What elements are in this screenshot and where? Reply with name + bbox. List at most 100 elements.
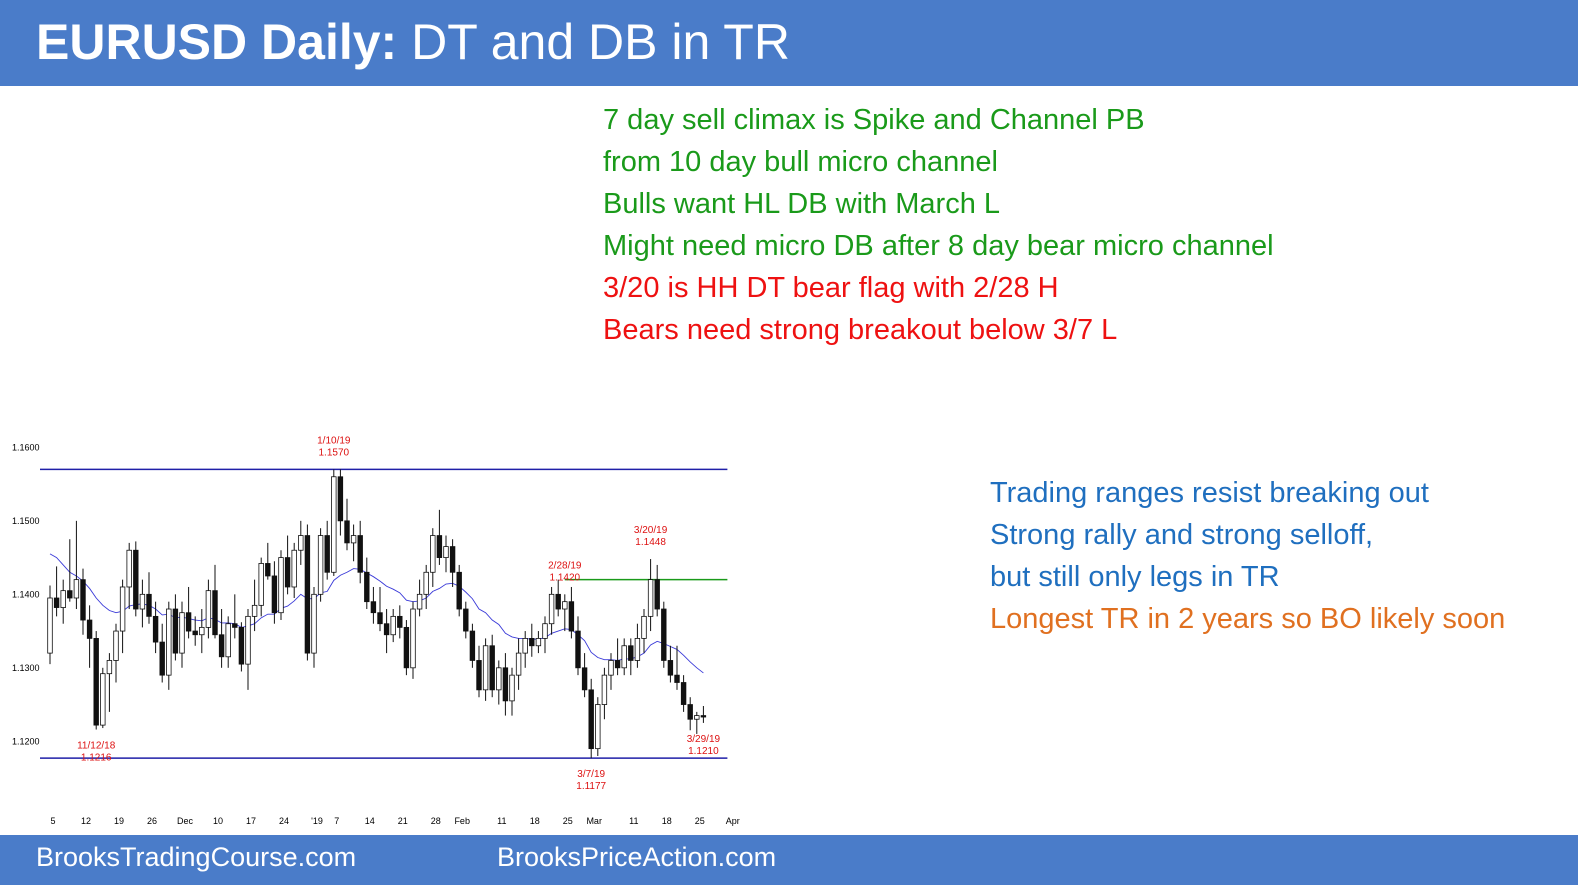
candle-body (555, 593, 561, 610)
candle-body (654, 579, 660, 610)
footer-right-link[interactable]: BrooksPriceAction.com (497, 842, 777, 872)
x-tick-label: 25 (563, 816, 573, 826)
candle-body (562, 601, 568, 610)
candle-body (449, 546, 456, 573)
candle-body (463, 608, 469, 632)
candle-body (152, 615, 159, 643)
candle-body (100, 673, 106, 726)
candle-body (337, 476, 344, 522)
candle-body (73, 579, 80, 599)
x-tick-label: 25 (695, 816, 705, 826)
note-right-1: Trading ranges resist breaking out (990, 477, 1429, 509)
candle-body (423, 571, 429, 595)
x-tick-label: 7 (334, 816, 339, 826)
candle-body (311, 593, 317, 654)
candle-body (443, 546, 449, 558)
note-top-1: 7 day sell climax is Spike and Channel P… (603, 104, 1145, 136)
candle-body (119, 586, 126, 632)
candle-body (172, 608, 179, 654)
candle-body (581, 667, 588, 691)
candle-body (383, 623, 390, 636)
candle-body (542, 623, 548, 639)
candle-body (126, 549, 132, 588)
x-tick-label: 24 (279, 816, 289, 826)
annotation-date: 11/12/18 (77, 741, 116, 752)
candle-body (647, 579, 654, 617)
candle-body (509, 674, 515, 702)
candle-body (278, 557, 284, 614)
candle-body (489, 645, 495, 691)
candle-body (225, 623, 231, 658)
candle-body (258, 563, 264, 606)
candle-body (575, 630, 581, 669)
candle-body (298, 535, 304, 551)
candle-body (106, 660, 113, 675)
annotation-date: 1/10/19 (317, 435, 351, 446)
annotation-date: 3/20/19 (634, 525, 668, 536)
annotation-date: 2/28/19 (548, 560, 582, 571)
candle-body (522, 638, 528, 654)
candle-body (614, 660, 621, 669)
y-tick-label: 1.1200 (12, 736, 40, 746)
candle-body (218, 634, 225, 658)
candle-body (430, 535, 436, 573)
candle-body (482, 645, 489, 691)
footer-left-link[interactable]: BrooksTradingCourse.com (36, 842, 357, 872)
note-top-3: Bulls want HL DB with March L (603, 188, 1001, 220)
slide-title: EURUSD Daily: DT and DB in TR (36, 10, 790, 74)
x-tick-label: Mar (586, 816, 602, 826)
annotation-value: 1.1420 (550, 572, 581, 583)
candle-body (529, 638, 535, 647)
y-tick-label: 1.1400 (12, 589, 40, 599)
candle-body (53, 597, 60, 608)
x-tick-label: '19 (311, 816, 323, 826)
candle-body (357, 535, 363, 573)
candle-body (403, 626, 410, 669)
note-top-6: Bears need strong breakout below 3/7 L (603, 314, 1118, 346)
x-tick-label: Feb (454, 816, 470, 826)
note-right-4: Longest TR in 2 years so BO likely soon (990, 603, 1506, 635)
candle-body (251, 604, 258, 617)
candle-body (687, 704, 693, 720)
annotation-value: 1.1216 (81, 753, 112, 764)
candle-body (397, 615, 403, 628)
candle-body (628, 645, 634, 661)
candle-body (634, 638, 641, 661)
y-tick-label: 1.1300 (12, 663, 40, 673)
annotation-date: 3/7/19 (577, 769, 605, 780)
x-tick-label: 10 (213, 816, 223, 826)
candle-body (113, 630, 119, 661)
x-tick-label: 12 (81, 816, 91, 826)
x-tick-label: 18 (530, 816, 540, 826)
annotation-value: 1.1448 (635, 537, 666, 548)
candle-body (641, 615, 647, 639)
x-tick-label: 19 (114, 816, 124, 826)
candlestick-chart: 1.1600 1.1500 1.1400 1.1300 1.1200 5 12 19 26 Dec… (12, 435, 740, 826)
candle-body (344, 520, 350, 544)
annotation-value: 1.1177 (576, 781, 606, 792)
candle-body (205, 590, 212, 628)
candle-body (331, 476, 337, 573)
title-bar: EURUSD Daily: DT and DB in TR (0, 0, 1578, 86)
candle-body (159, 641, 165, 676)
candle-body (265, 563, 271, 577)
candle-body (166, 608, 172, 676)
y-tick-label: 1.1600 (12, 442, 40, 452)
footer-bar (0, 835, 1578, 885)
candle-body (595, 704, 601, 750)
x-tick-label: 28 (431, 816, 441, 826)
candle-body (370, 601, 377, 614)
candle-body (271, 575, 278, 614)
candle-body (238, 626, 245, 665)
candle-body (232, 623, 238, 628)
x-tick-label: Dec (177, 816, 194, 826)
candle-body (192, 630, 198, 636)
candle-body (364, 571, 370, 603)
candle-body (317, 535, 324, 595)
note-top-2: from 10 day bull micro channel (603, 146, 998, 178)
candle-body (86, 619, 93, 639)
note-right-2: Strong rally and strong selloff, (990, 519, 1374, 551)
candle-body (588, 689, 594, 750)
candle-body (410, 608, 416, 669)
candle-body (680, 682, 687, 705)
